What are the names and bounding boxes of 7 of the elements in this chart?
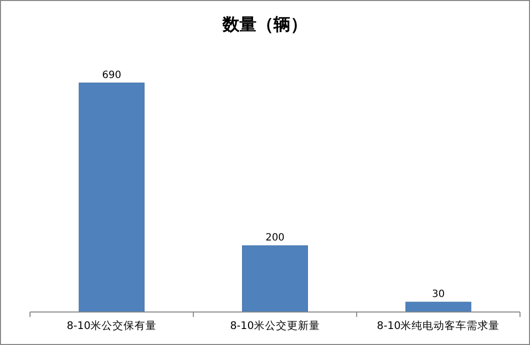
x-tick-label: 8-10米公交保有量 [66, 319, 157, 332]
data-label: 690 [102, 70, 122, 81]
data-label: 200 [265, 232, 285, 244]
x-tick-label: 8-10米纯电动客车需求量 [376, 319, 500, 332]
x-tick-label: 8-10米公交更新量 [230, 319, 320, 332]
data-label: 30 [432, 289, 445, 300]
chart-title: 数量（辆） [222, 15, 308, 35]
